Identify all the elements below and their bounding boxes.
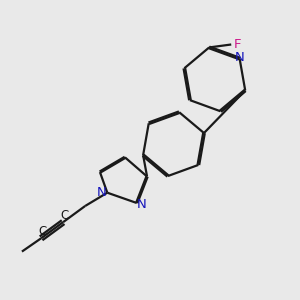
Text: C: C <box>38 225 47 239</box>
Text: N: N <box>235 50 244 64</box>
Text: F: F <box>234 38 242 51</box>
Text: N: N <box>137 198 147 211</box>
Text: C: C <box>61 209 69 222</box>
Text: N: N <box>97 186 107 199</box>
